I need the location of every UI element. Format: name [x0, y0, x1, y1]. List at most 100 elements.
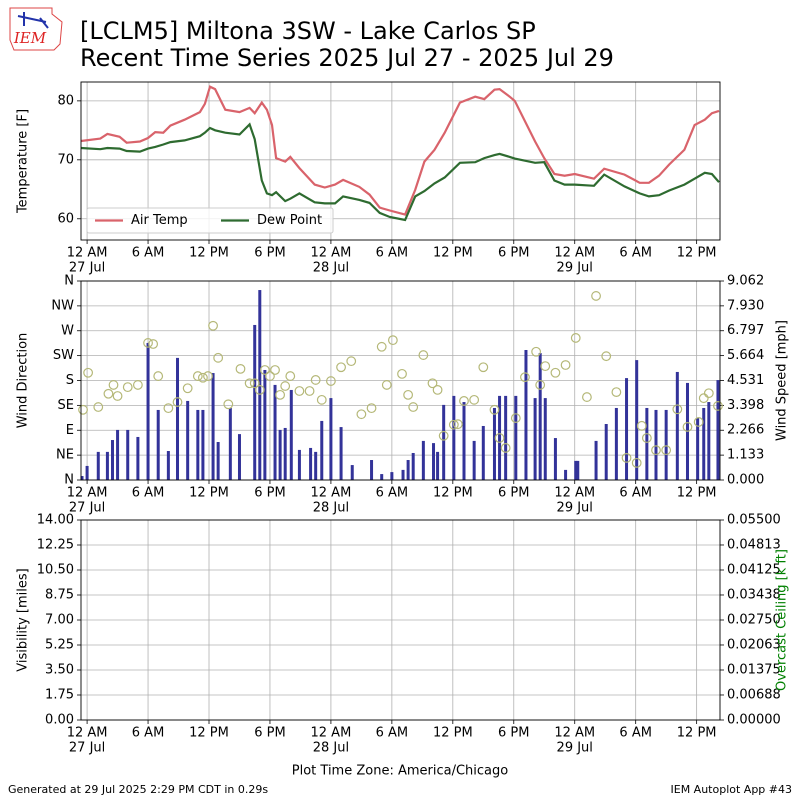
scatter-point	[651, 445, 661, 456]
y2-tick-label: 4.531	[727, 373, 764, 388]
y-tick-label: 8.75	[45, 588, 74, 603]
scatter-point	[244, 378, 255, 389]
x-tick-label: 6 PM	[254, 246, 285, 261]
x-tick-label: 12 AM	[311, 246, 352, 261]
plot-frame	[80, 81, 721, 241]
x-date-label: 28 Jul	[313, 741, 349, 756]
bar	[492, 407, 496, 480]
bar	[216, 442, 220, 480]
scatter-point	[148, 339, 159, 349]
scatter-point	[163, 403, 174, 414]
bar	[553, 438, 557, 480]
y-tick-label: 3.50	[45, 663, 74, 678]
y-tick-label: 0.00	[45, 713, 74, 728]
scatter-point	[254, 384, 265, 395]
scatter-point	[611, 387, 622, 398]
x-tick-label: 6 AM	[376, 486, 409, 501]
scatter-point	[182, 383, 193, 394]
y-tick-label: W	[61, 323, 74, 338]
bar	[664, 409, 668, 480]
y-tick-label: NW	[51, 298, 74, 313]
scatter-point	[316, 394, 327, 405]
x-date-label: 27 Jul	[69, 741, 105, 756]
bar	[380, 474, 384, 480]
bar	[524, 349, 528, 480]
scatter-point	[448, 419, 459, 430]
x-date-label: 28 Jul	[313, 501, 349, 516]
y-tick-label: 7.00	[45, 613, 74, 628]
y-tick-label: NE	[56, 448, 74, 463]
scatter-point	[203, 371, 213, 381]
x-date-label: 29 Jul	[557, 501, 593, 516]
scatter-point	[356, 409, 367, 420]
scatter-point	[192, 371, 203, 381]
x-tick-label: 12 PM	[677, 726, 717, 741]
y-tick-label: 12.25	[37, 538, 74, 553]
x-tick-label: 12 PM	[677, 486, 717, 501]
y2-tick-label: 0.01375	[727, 663, 781, 678]
scatter-point	[621, 452, 632, 463]
y-axis-label: Wind Direction	[16, 333, 31, 429]
scatter-point	[459, 396, 469, 406]
scatter-point	[500, 443, 511, 453]
scatter-point	[285, 371, 296, 381]
scatter-point	[427, 378, 438, 389]
x-tick-label: 6 AM	[619, 486, 652, 501]
bar	[110, 440, 114, 480]
bar	[432, 443, 436, 480]
scatter-point	[78, 404, 88, 415]
bar	[401, 469, 405, 480]
y2-tick-label: 5.664	[727, 348, 764, 363]
bar	[136, 436, 140, 480]
legend-label: Dew Point	[257, 213, 322, 228]
plot-frame	[80, 280, 721, 481]
y-tick-label: 10.50	[37, 563, 74, 578]
bar	[472, 440, 476, 480]
bar	[543, 398, 547, 480]
bar	[314, 451, 318, 480]
bar	[594, 440, 598, 480]
bar	[645, 407, 649, 480]
bar	[289, 389, 293, 480]
y-tick-label: SW	[53, 348, 74, 363]
y2-tick-label: 0.000	[727, 473, 764, 488]
bar	[186, 400, 190, 480]
y2-tick-label: 0.02750	[727, 613, 781, 628]
y-tick-label: N	[64, 274, 74, 289]
x-tick-label: 6 PM	[254, 726, 285, 741]
x-tick-label: 12 PM	[189, 246, 229, 261]
plot-frame	[80, 519, 721, 721]
scatter-point	[408, 402, 419, 412]
y-tick-label: S	[66, 373, 74, 388]
bar	[421, 440, 425, 480]
x-tick-label: 12 AM	[311, 726, 352, 741]
bar	[564, 469, 568, 480]
y2-tick-label: 0.05500	[727, 513, 781, 528]
scatter-point	[672, 404, 683, 415]
scatter-point	[381, 380, 392, 390]
x-tick-label: 6 AM	[376, 726, 409, 741]
scatter-point	[582, 392, 592, 402]
bar	[390, 472, 394, 480]
bar	[635, 360, 639, 480]
logo-lines	[17, 12, 49, 29]
bar	[604, 424, 608, 480]
scatter-point	[531, 346, 542, 357]
bar	[329, 398, 333, 480]
y-tick-label: 14.00	[37, 513, 74, 528]
scatter-point	[494, 433, 505, 443]
y2-tick-label: 0.03438	[727, 587, 781, 602]
bar	[625, 378, 629, 480]
scatter-point	[682, 422, 693, 432]
x-date-label: 27 Jul	[69, 261, 105, 276]
y-tick-label: 5.25	[45, 638, 74, 653]
bar	[702, 407, 706, 480]
y2-tick-label: 7.930	[727, 298, 764, 313]
x-tick-label: 6 AM	[376, 246, 409, 261]
scatter-point	[397, 368, 407, 379]
bar	[696, 418, 700, 480]
scatter-point	[108, 380, 119, 390]
footer-left: Generated at 29 Jul 2025 2:29 PM CDT in …	[8, 783, 268, 796]
bar	[614, 407, 618, 480]
